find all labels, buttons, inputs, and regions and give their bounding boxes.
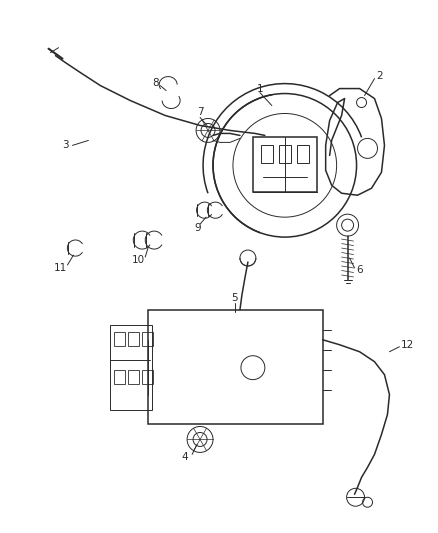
Bar — [114, 370, 125, 384]
Bar — [253, 138, 317, 192]
Text: 12: 12 — [401, 340, 414, 350]
Text: 4: 4 — [182, 453, 188, 463]
Text: 6: 6 — [356, 265, 363, 275]
Bar — [114, 332, 125, 346]
Text: 8: 8 — [152, 78, 159, 87]
Bar — [261, 146, 273, 163]
Bar — [110, 325, 152, 409]
Bar — [279, 146, 291, 163]
Text: 9: 9 — [195, 223, 201, 233]
Bar — [148, 310, 323, 424]
Bar — [128, 332, 139, 346]
Bar — [142, 332, 153, 346]
Text: 5: 5 — [232, 293, 238, 303]
Bar — [128, 370, 139, 384]
Text: 2: 2 — [376, 70, 383, 80]
Text: 11: 11 — [54, 263, 67, 273]
Bar — [297, 146, 309, 163]
Bar — [142, 370, 153, 384]
Text: 1: 1 — [257, 84, 263, 94]
Text: 7: 7 — [197, 108, 203, 117]
Text: 3: 3 — [62, 140, 69, 150]
Text: 10: 10 — [132, 255, 145, 265]
